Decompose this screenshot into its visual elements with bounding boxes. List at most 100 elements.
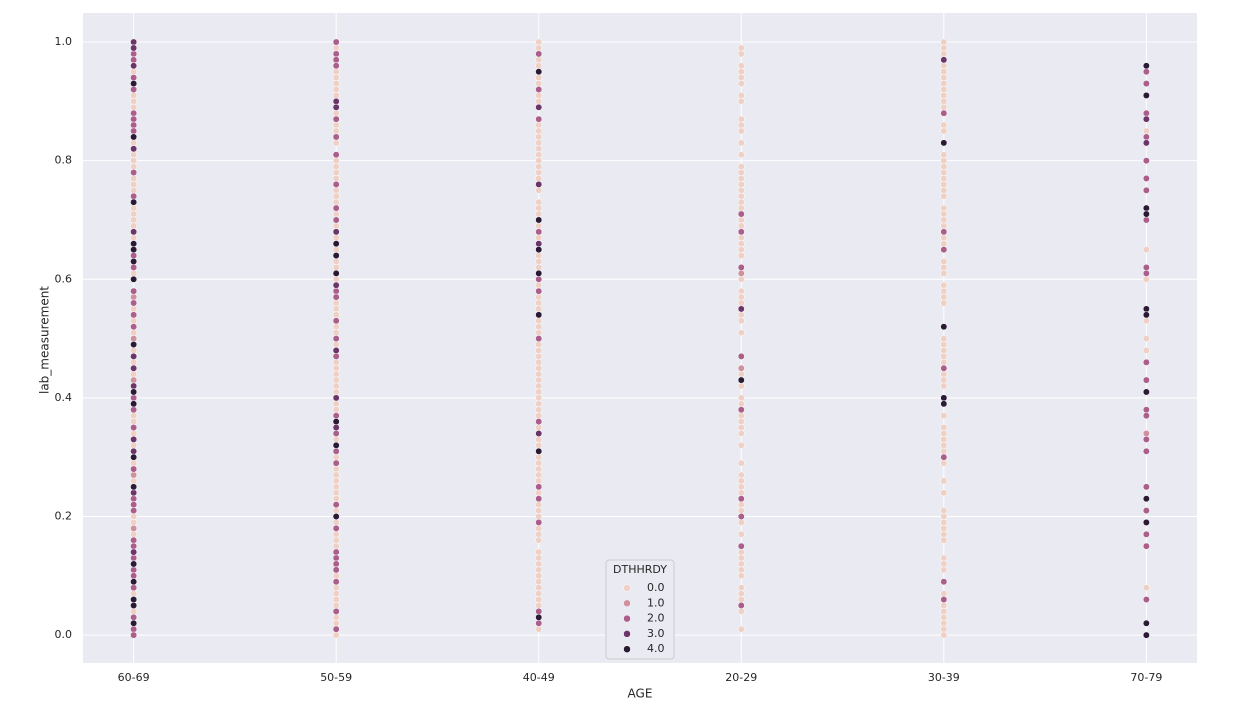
point	[130, 109, 138, 117]
point	[737, 139, 745, 147]
point	[130, 127, 138, 135]
point	[737, 625, 745, 633]
point	[535, 596, 543, 603]
point	[535, 50, 543, 58]
point	[130, 406, 138, 414]
point	[332, 524, 340, 532]
point	[332, 50, 340, 58]
point	[1142, 175, 1150, 182]
point	[130, 299, 138, 307]
point	[940, 524, 948, 532]
point	[737, 186, 745, 194]
point	[332, 394, 340, 402]
point	[130, 584, 138, 592]
point	[940, 228, 948, 236]
point	[332, 412, 340, 420]
point	[535, 625, 543, 633]
point	[332, 471, 340, 479]
point	[332, 228, 340, 236]
point	[332, 91, 340, 99]
point	[332, 459, 340, 467]
point	[737, 459, 745, 467]
point	[737, 329, 745, 337]
point	[737, 163, 745, 171]
point	[130, 198, 138, 206]
point	[1142, 127, 1150, 135]
point	[535, 548, 543, 556]
point	[332, 258, 340, 265]
point	[737, 192, 745, 200]
point	[535, 186, 543, 194]
point	[535, 341, 543, 348]
point	[130, 513, 138, 520]
point	[940, 358, 948, 366]
point	[332, 406, 340, 414]
point	[737, 169, 745, 176]
point	[332, 216, 340, 224]
point	[737, 376, 745, 384]
point	[535, 430, 543, 437]
point	[332, 133, 340, 141]
point	[130, 447, 138, 455]
point	[1142, 483, 1150, 491]
point	[940, 163, 948, 171]
point	[940, 352, 948, 360]
point	[535, 56, 543, 64]
point	[332, 477, 340, 485]
point	[940, 590, 948, 598]
point	[940, 347, 948, 354]
point	[130, 459, 138, 467]
point	[130, 269, 138, 277]
point	[332, 169, 340, 176]
point	[1142, 406, 1150, 414]
point	[130, 204, 138, 212]
point	[130, 530, 138, 538]
point	[535, 258, 543, 265]
point	[130, 602, 138, 609]
point	[130, 210, 138, 218]
point	[940, 109, 948, 117]
point	[130, 418, 138, 426]
point	[332, 68, 340, 76]
point	[535, 91, 543, 99]
point	[535, 311, 543, 319]
point	[535, 602, 543, 609]
point	[535, 293, 543, 301]
point	[737, 607, 745, 615]
point	[332, 263, 340, 271]
point	[737, 299, 745, 307]
point	[535, 613, 543, 621]
point	[332, 127, 340, 135]
point	[535, 566, 543, 574]
point	[332, 596, 340, 603]
point	[940, 169, 948, 176]
point	[737, 175, 745, 182]
point	[737, 80, 745, 88]
point	[332, 204, 340, 212]
point	[535, 281, 543, 289]
point	[130, 216, 138, 224]
point	[535, 507, 543, 515]
point	[535, 62, 543, 70]
point	[535, 352, 543, 360]
point	[535, 222, 543, 230]
point	[332, 317, 340, 325]
point	[130, 477, 138, 485]
point	[535, 578, 543, 586]
point	[332, 607, 340, 615]
point	[535, 74, 543, 82]
y-tick-label: 0.6	[55, 272, 73, 285]
point	[535, 157, 543, 165]
point	[1142, 62, 1150, 70]
point	[332, 382, 340, 390]
point	[130, 151, 138, 159]
point	[332, 240, 340, 248]
point	[1142, 507, 1150, 515]
point	[130, 56, 138, 64]
point	[940, 453, 948, 461]
legend: DTHHRDY 0.0 1.0 2.0 3.0 4.0	[605, 559, 675, 660]
point	[737, 382, 745, 390]
point	[940, 625, 948, 633]
point	[737, 513, 745, 520]
point	[535, 204, 543, 212]
